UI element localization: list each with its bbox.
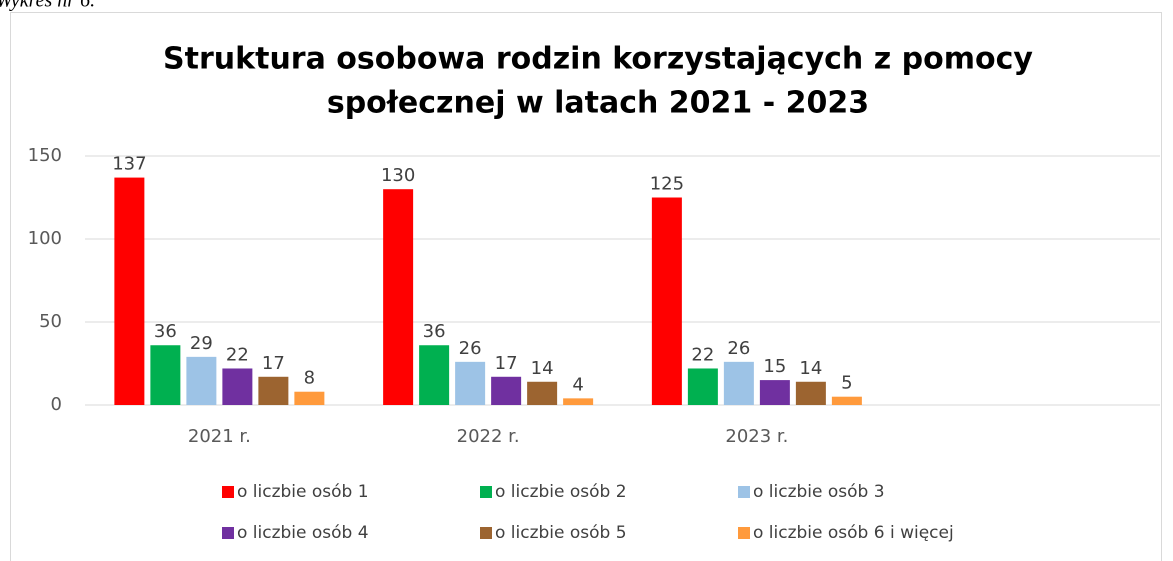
- data-label: 17: [495, 353, 518, 374]
- bar: [759, 380, 790, 405]
- bar: [114, 177, 145, 405]
- legend-label: o liczbie osób 1: [237, 482, 369, 502]
- data-label: 17: [262, 353, 285, 374]
- bar: [383, 189, 414, 405]
- data-label: 22: [691, 344, 714, 365]
- legend-label: o liczbie osób 5: [495, 523, 627, 543]
- data-label: 130: [381, 165, 415, 186]
- bar: [651, 197, 682, 405]
- legend-swatch: [222, 527, 234, 539]
- y-tick-label: 150: [28, 145, 62, 166]
- bar: [455, 361, 486, 405]
- bar: [419, 345, 450, 405]
- chart-title: społecznej w latach 2021 - 2023: [327, 86, 869, 121]
- bar: [723, 361, 754, 405]
- legend-label: o liczbie osób 2: [495, 482, 627, 502]
- bar: [258, 376, 289, 405]
- chart-title: Struktura osobowa rodzin korzystających …: [163, 42, 1033, 77]
- data-label: 137: [112, 154, 146, 175]
- data-label: 26: [727, 338, 750, 359]
- legend-label: o liczbie osób 6 i więcej: [753, 523, 954, 543]
- legend-swatch: [738, 527, 750, 539]
- bar: [222, 368, 253, 405]
- legend-label: o liczbie osób 4: [237, 523, 369, 543]
- y-tick-label: 100: [28, 228, 62, 249]
- data-label: 14: [799, 358, 822, 379]
- data-label: 125: [650, 174, 684, 195]
- bar: [795, 381, 826, 405]
- bar: [186, 356, 217, 405]
- data-label: 26: [459, 338, 482, 359]
- data-label: 15: [763, 356, 786, 377]
- bar: [491, 376, 522, 405]
- y-tick-label: 0: [51, 394, 62, 415]
- x-tick-label: 2022 r.: [457, 426, 520, 447]
- data-label: 8: [304, 368, 315, 389]
- legend-swatch: [480, 527, 492, 539]
- legend-swatch: [480, 486, 492, 498]
- x-tick-label: 2021 r.: [188, 426, 251, 447]
- y-tick-label: 50: [39, 311, 62, 332]
- bar: [563, 398, 594, 405]
- bar: [687, 368, 718, 405]
- legend-swatch: [222, 486, 234, 498]
- data-label: 4: [572, 374, 583, 395]
- bar: [831, 396, 862, 405]
- data-label: 22: [226, 344, 249, 365]
- data-label: 14: [531, 358, 554, 379]
- bar: [527, 381, 558, 405]
- legend-label: o liczbie osób 3: [753, 482, 885, 502]
- chart-border: [10, 12, 1162, 561]
- data-label: 36: [154, 321, 177, 342]
- caption: Wykres nr 6.: [0, 0, 95, 12]
- bar: [150, 345, 181, 405]
- data-label: 36: [423, 321, 446, 342]
- x-tick-label: 2023 r.: [725, 426, 788, 447]
- data-label: 5: [841, 373, 852, 394]
- legend-swatch: [738, 486, 750, 498]
- bar: [294, 391, 325, 405]
- data-label: 29: [190, 333, 213, 354]
